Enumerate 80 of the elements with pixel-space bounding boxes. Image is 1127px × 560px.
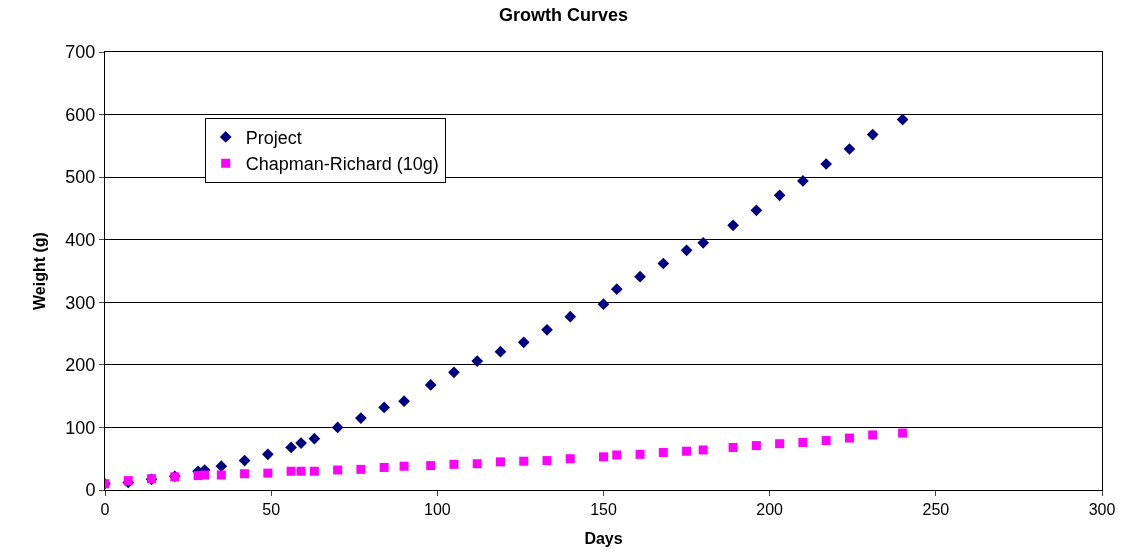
point xyxy=(599,452,608,462)
point xyxy=(597,298,610,311)
point xyxy=(797,175,809,187)
x-tick-label: 50 xyxy=(262,501,281,519)
x-tick-label: 150 xyxy=(590,501,617,519)
chart-title: Growth Curves xyxy=(498,5,629,25)
x-tick-label: 300 xyxy=(1088,501,1116,519)
point xyxy=(612,450,622,460)
legend-label: Chapman-Richard (10g) xyxy=(245,154,439,175)
legend-label: Project xyxy=(245,127,302,148)
point xyxy=(331,421,344,434)
point xyxy=(238,454,251,467)
point xyxy=(285,441,297,454)
point xyxy=(868,430,878,440)
y-tick-label: 700 xyxy=(65,42,96,63)
point xyxy=(308,432,321,445)
point xyxy=(775,439,785,449)
point xyxy=(333,465,343,475)
point xyxy=(379,462,389,472)
point xyxy=(494,345,507,358)
y-axis-title: Weight (g) xyxy=(31,232,49,310)
point xyxy=(519,456,529,466)
point xyxy=(541,323,553,336)
point xyxy=(698,445,708,455)
point xyxy=(821,436,831,446)
point xyxy=(471,355,484,367)
point xyxy=(697,236,710,249)
point xyxy=(866,128,879,141)
point xyxy=(542,456,552,466)
point xyxy=(750,204,763,217)
x-tick-label: 0 xyxy=(100,501,110,519)
point xyxy=(240,469,250,479)
point xyxy=(472,459,482,469)
point xyxy=(820,158,833,170)
point xyxy=(896,113,909,126)
x-tick-label: 200 xyxy=(756,501,784,519)
point xyxy=(682,446,692,456)
point xyxy=(610,283,623,295)
point xyxy=(728,442,738,452)
point xyxy=(378,401,391,414)
y-tick-label: 200 xyxy=(65,355,96,376)
point xyxy=(898,428,908,438)
point xyxy=(680,244,693,257)
point xyxy=(727,219,739,232)
point xyxy=(448,366,460,379)
point xyxy=(798,437,808,447)
y-tick-label: 500 xyxy=(65,167,96,188)
point xyxy=(565,454,575,464)
point xyxy=(751,441,761,451)
point xyxy=(564,310,577,323)
x-tick-label: 100 xyxy=(423,501,451,519)
point xyxy=(309,466,319,476)
point xyxy=(517,336,530,349)
point xyxy=(356,464,366,474)
point xyxy=(657,257,670,270)
point xyxy=(296,466,306,476)
y-tick-label: 100 xyxy=(65,417,96,438)
point xyxy=(634,270,646,283)
x-axis-title: Days xyxy=(584,529,623,547)
point xyxy=(843,143,856,155)
point xyxy=(844,433,854,443)
y-tick-label: 400 xyxy=(65,230,96,251)
point xyxy=(426,461,436,471)
y-tick-label: 0 xyxy=(85,480,96,501)
y-tick-label: 300 xyxy=(65,292,96,313)
point xyxy=(773,189,786,202)
point xyxy=(635,449,645,459)
point xyxy=(658,447,668,457)
point xyxy=(216,470,226,480)
point xyxy=(424,379,437,391)
point xyxy=(200,470,210,480)
point xyxy=(398,395,410,407)
point xyxy=(399,461,409,471)
point xyxy=(449,459,459,469)
point xyxy=(495,457,505,467)
x-tick-label: 250 xyxy=(922,501,950,519)
point xyxy=(286,466,296,476)
point xyxy=(261,448,274,461)
y-tick-label: 600 xyxy=(65,104,96,125)
point xyxy=(263,468,273,478)
